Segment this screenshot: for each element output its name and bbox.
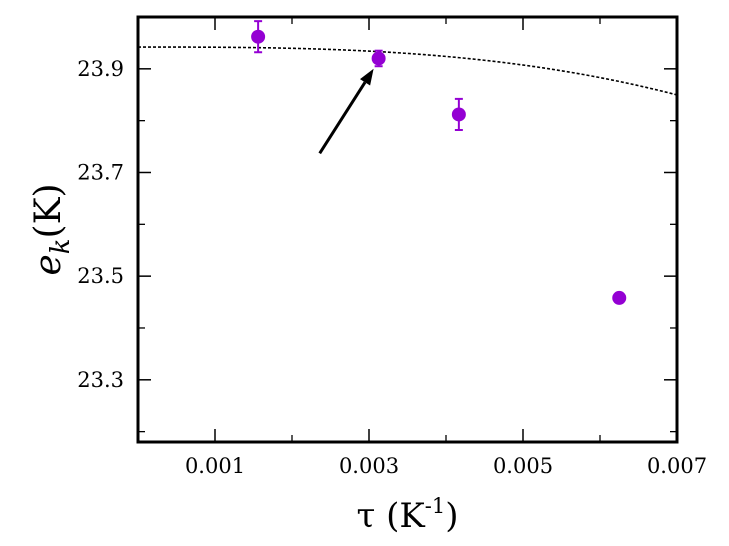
y-axis-label: ek(K) [28, 183, 76, 275]
fit-curve [138, 46, 678, 96]
x-tick-label: 0.001 [185, 454, 245, 478]
annotation-arrow-head [360, 68, 374, 86]
y-tick-label: 23.9 [77, 57, 124, 81]
y-axis-label-tail: (K) [28, 183, 69, 238]
data-point [612, 290, 627, 305]
annotation-arrow-shaft [318, 81, 367, 155]
data-point [451, 107, 466, 122]
y-tick-labels: 23.3 23.5 23.7 23.9 [77, 57, 124, 392]
x-tick-label: 0.007 [647, 454, 707, 478]
x-axis-label-tail: ) [445, 496, 458, 536]
y-tick-label: 23.5 [77, 264, 124, 288]
y-axis-label-base: e [28, 254, 69, 275]
x-tick-label: 0.005 [493, 454, 553, 478]
fit-layer [138, 46, 678, 96]
x-tick-labels: 0.001 0.003 0.005 0.007 [185, 454, 707, 478]
x-axis-label-sup: -1 [425, 494, 445, 518]
x-axis-label-base: τ (K [356, 496, 425, 536]
plot-frame [136, 15, 679, 444]
y-tick-label: 23.7 [77, 160, 124, 184]
major-ticks [138, 17, 678, 442]
minor-ticks [138, 17, 677, 442]
y-axis-label-sub: k [46, 238, 76, 254]
x-axis-label: τ (K-1) [356, 494, 458, 536]
annotation-layer [318, 68, 374, 155]
data-point [251, 29, 266, 44]
data-point [371, 51, 386, 66]
x-tick-label: 0.003 [339, 454, 399, 478]
points-layer [251, 20, 627, 305]
y-tick-label: 23.3 [77, 368, 124, 392]
